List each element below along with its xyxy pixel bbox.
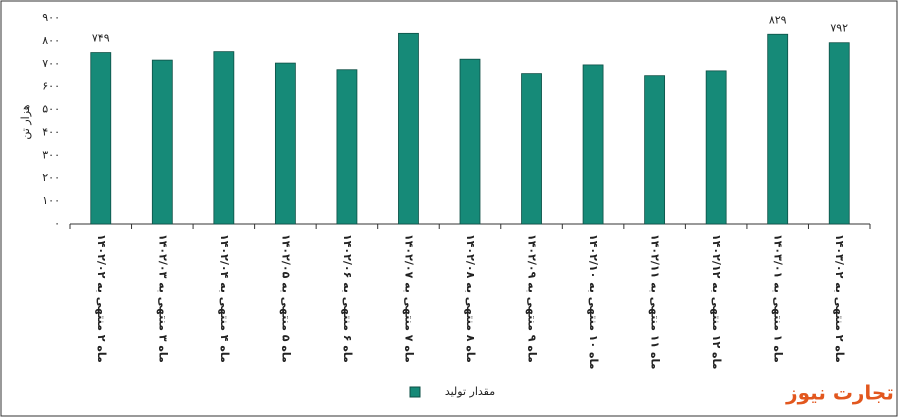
watermark: تجارت نیوز	[785, 381, 894, 405]
y-tick-label: ۴۰۰	[42, 125, 60, 138]
bar	[274, 62, 296, 225]
bar	[151, 59, 173, 225]
x-tick-label: ماه ۲ منتهی به ۱۴۰۲/۰۲	[95, 234, 108, 363]
bar	[459, 58, 481, 225]
value-label: ۸۲۹	[769, 13, 787, 26]
y-tick-label: ۵۰۰	[42, 103, 60, 116]
y-axis-label: هزار تن	[19, 104, 32, 139]
bar	[336, 69, 358, 225]
bar	[521, 73, 542, 225]
x-tick-label: ماه ۹ منتهی به ۱۴۰۲/۰۹	[526, 234, 539, 363]
y-tick-label: ۷۰۰	[42, 57, 60, 70]
x-tick-label: ماه ۶ منتهی به ۱۴۰۲/۰۶	[341, 234, 354, 363]
y-tick-label: ۹۰۰	[42, 11, 60, 24]
legend-label: مقدار تولید	[445, 385, 495, 398]
y-tick-label: ۰	[54, 217, 60, 230]
bar	[398, 32, 419, 225]
bar	[644, 75, 666, 225]
y-tick-label: ۶۰۰	[42, 80, 60, 93]
y-tick-label: ۳۰۰	[42, 148, 60, 161]
x-tick-label: ماه ۱۰ منتهی به ۱۴۰۲/۱۰	[587, 234, 600, 370]
bar	[828, 42, 850, 225]
x-tick-label: ماه ۱۱ منتهی به ۱۴۰۲/۱۱	[649, 234, 662, 370]
value-label: ۷۹۲	[830, 22, 848, 35]
x-tick-label: ماه ۸ منتهی به ۱۴۰۲/۰۸	[464, 234, 477, 363]
bar	[582, 64, 604, 225]
x-tick-label: ماه ۲ منتهی به ۱۴۰۳/۰۲	[833, 234, 846, 363]
bar	[213, 51, 235, 225]
x-tick-label: ماه ۱ منتهی به ۱۴۰۳/۰۱	[772, 234, 785, 363]
bar	[90, 52, 112, 225]
y-tick-label: ۸۰۰	[42, 34, 60, 47]
bar	[705, 70, 727, 225]
y-tick-label: ۲۰۰	[42, 171, 60, 184]
legend-swatch	[409, 386, 421, 398]
bar	[767, 33, 789, 225]
value-label: ۷۴۹	[92, 32, 110, 45]
x-tick-label: ماه ۴ منتهی به ۱۴۰۲/۰۴	[218, 234, 231, 363]
x-tick-label: ماه ۵ منتهی به ۱۴۰۲/۰۵	[279, 234, 292, 363]
y-tick-label: ۱۰۰	[42, 194, 60, 207]
x-tick-label: ماه ۳ منتهی به ۱۴۰۲/۰۳	[156, 234, 169, 363]
x-tick-label: ماه ۷ منتهی به ۱۴۰۲/۰۷	[402, 234, 415, 363]
x-tick-label: ماه ۱۲ منتهی به ۱۴۰۲/۱۲	[710, 234, 723, 370]
